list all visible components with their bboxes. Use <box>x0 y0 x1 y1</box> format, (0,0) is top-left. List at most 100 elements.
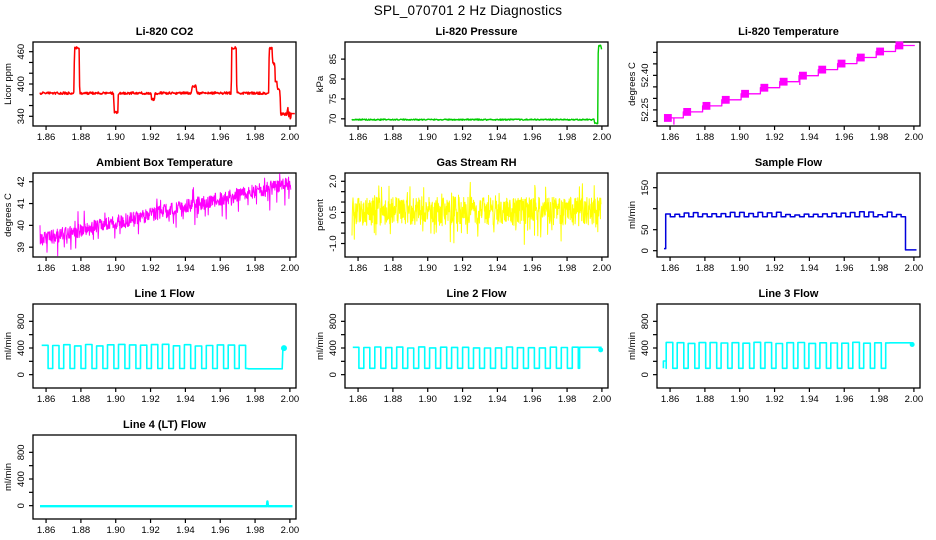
chart-svg: 1.86 1.88 1.90 1.92 1.94 1.96 1.98 2.00 0 400 800 L… <box>627 288 924 405</box>
x-tick-label: 1.90 <box>730 132 749 143</box>
series-line <box>39 46 293 120</box>
x-tick-label: 1.88 <box>72 263 91 274</box>
x-tick-label: 1.88 <box>696 394 715 405</box>
plot-box <box>344 303 609 389</box>
series-step-block <box>876 47 885 56</box>
y-tick-label: 70 <box>328 114 339 125</box>
x-tick-label: 1.88 <box>384 394 403 405</box>
chart-title: Sample Flow <box>755 157 823 169</box>
x-tick-label: 1.98 <box>558 394 577 405</box>
x-tick-label: 2.00 <box>593 394 612 405</box>
series-line <box>351 44 603 125</box>
x-tick-label: 1.88 <box>696 263 715 274</box>
chart-ambient-box-temperature: 1.86 1.88 1.90 1.92 1.94 1.96 1.98 2.00 39 40 41 42… <box>0 149 312 280</box>
chart-li-820-temperature: 1.86 1.88 1.90 1.92 1.94 1.96 1.98 2.00 52.25 52.… <box>624 18 936 149</box>
y-tick-label: 0 <box>640 248 651 253</box>
x-tick-label: 1.96 <box>211 132 230 143</box>
chart-line-2-flow: 1.86 1.88 1.90 1.92 1.94 1.96 1.98 2.00 0 400 800 L… <box>312 280 624 411</box>
x-tick-label: 2.00 <box>905 394 924 405</box>
x-tick-label: 1.88 <box>72 132 91 143</box>
x-tick-label: 1.94 <box>176 132 195 143</box>
y-tick-label: 150 <box>640 180 651 196</box>
series-end-marker <box>598 347 604 353</box>
y-tick-label: 800 <box>16 313 27 329</box>
plot-box <box>32 434 297 520</box>
x-tick-label: 1.92 <box>765 132 784 143</box>
y-axis-label: ml/min <box>315 332 326 360</box>
series-step-block <box>895 41 904 50</box>
y-tick-label: -1.0 <box>328 235 339 251</box>
x-tick-label: 2.00 <box>593 263 612 274</box>
chart-sample-flow: 1.86 1.88 1.90 1.92 1.94 1.96 1.98 2.00 0 50 150 Sa… <box>624 149 936 280</box>
x-tick-label: 1.98 <box>870 132 889 143</box>
x-tick-label: 1.94 <box>488 263 507 274</box>
x-tick-label: 1.96 <box>211 263 230 274</box>
series-step-block <box>856 53 865 62</box>
x-tick-label: 2.00 <box>281 394 300 405</box>
y-axis-label: degrees C <box>627 62 638 106</box>
y-axis-label: percent <box>315 199 326 231</box>
series-line <box>40 500 293 508</box>
chart-title: Ambient Box Temperature <box>96 157 233 169</box>
y-tick-label: 40 <box>16 220 27 231</box>
x-tick-label: 1.94 <box>800 132 819 143</box>
x-tick-label: 1.98 <box>870 394 889 405</box>
series-line <box>39 173 292 257</box>
series-line <box>664 211 917 251</box>
x-tick-label: 2.00 <box>593 132 612 143</box>
chart-svg: 1.86 1.88 1.90 1.92 1.94 1.96 1.98 2.00 0 400 800 L… <box>3 419 299 536</box>
x-tick-label: 1.90 <box>106 394 125 405</box>
y-tick-label: 800 <box>16 444 27 460</box>
chart-title: Li-820 CO2 <box>136 26 193 38</box>
x-tick-label: 1.92 <box>141 132 160 143</box>
x-tick-label: 1.98 <box>870 263 889 274</box>
x-tick-label: 1.88 <box>384 132 403 143</box>
chart-svg: 1.86 1.88 1.90 1.92 1.94 1.96 1.98 2.00 70 75 80 85… <box>315 26 612 143</box>
series-line <box>662 341 914 370</box>
plot-box <box>656 172 921 258</box>
x-tick-label: 1.86 <box>349 132 368 143</box>
x-tick-label: 1.94 <box>176 525 195 536</box>
x-tick-label: 1.88 <box>72 525 91 536</box>
series-step-block <box>799 71 807 80</box>
y-tick-label: 2.0 <box>328 175 339 188</box>
y-tick-label: 0 <box>16 503 27 508</box>
x-tick-label: 1.86 <box>349 394 368 405</box>
x-tick-label: 1.94 <box>488 132 507 143</box>
x-tick-label: 1.88 <box>72 394 91 405</box>
x-tick-label: 1.86 <box>37 263 56 274</box>
y-axis-label: ml/min <box>627 332 638 360</box>
x-tick-label: 1.92 <box>453 394 472 405</box>
chart-svg: 1.86 1.88 1.90 1.92 1.94 1.96 1.98 2.00 39 40 41 42… <box>3 157 299 274</box>
chart-title: Gas Stream RH <box>436 157 516 169</box>
chart-li-820-pressure: 1.86 1.88 1.90 1.92 1.94 1.96 1.98 2.00 70 75 80 85… <box>312 18 624 149</box>
x-tick-label: 1.94 <box>176 394 195 405</box>
x-tick-label: 1.96 <box>211 394 230 405</box>
x-tick-label: 1.96 <box>523 132 542 143</box>
series-line <box>41 343 285 370</box>
x-tick-label: 1.98 <box>246 394 265 405</box>
x-tick-label: 1.92 <box>453 132 472 143</box>
y-tick-label: 400 <box>16 76 27 92</box>
series-line <box>351 181 602 245</box>
chart-svg: 1.86 1.88 1.90 1.92 1.94 1.96 1.98 2.00 -1.0 0.5 2… <box>315 157 612 274</box>
x-tick-label: 1.96 <box>523 394 542 405</box>
plot-box <box>32 303 297 389</box>
plot-box <box>656 41 921 127</box>
y-tick-label: 400 <box>16 340 27 356</box>
y-axis-label: degrees C <box>3 193 14 237</box>
y-axis-label: ml/min <box>3 332 14 360</box>
y-tick-label: 0 <box>328 372 339 377</box>
y-tick-label: 400 <box>640 340 651 356</box>
x-tick-label: 1.90 <box>730 263 749 274</box>
x-tick-label: 1.96 <box>211 525 230 536</box>
x-tick-label: 1.88 <box>384 263 403 274</box>
y-axis-label: Licor ppm <box>3 63 14 105</box>
y-tick-label: 0 <box>640 372 651 377</box>
y-axis-label: kPa <box>315 75 326 92</box>
x-tick-label: 1.86 <box>349 263 368 274</box>
x-tick-label: 1.90 <box>418 263 437 274</box>
chart-svg: 1.86 1.88 1.90 1.92 1.94 1.96 1.98 2.00 0 50 150 Sa… <box>627 157 923 274</box>
y-tick-label: 800 <box>328 313 339 329</box>
